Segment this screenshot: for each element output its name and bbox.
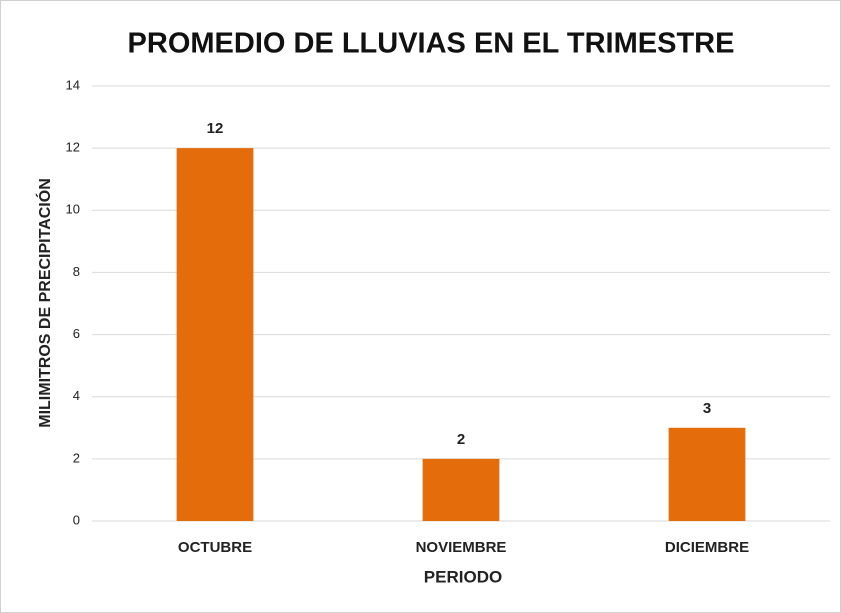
chart-title: PROMEDIO DE LLUVIAS EN EL TRIMESTRE xyxy=(128,28,735,60)
data-label: 3 xyxy=(703,400,711,417)
y-tick-label: 6 xyxy=(73,326,80,341)
y-tick-label: 4 xyxy=(73,388,80,403)
data-label: 2 xyxy=(457,431,465,448)
y-tick-label: 12 xyxy=(66,140,80,155)
bar xyxy=(176,148,254,521)
y-tick-label: 10 xyxy=(66,202,80,217)
x-tick-label: OCTUBRE xyxy=(178,539,252,556)
bar xyxy=(422,458,500,521)
x-axis-title: PERIODO xyxy=(424,567,502,586)
bar xyxy=(668,427,746,521)
x-tick-label: DICIEMBRE xyxy=(665,539,749,556)
y-tick-label: 14 xyxy=(66,77,80,92)
y-tick-label: 0 xyxy=(73,512,80,527)
x-tick-label: NOVIEMBRE xyxy=(416,539,507,556)
y-tick-label: 2 xyxy=(73,450,80,465)
y-axis-title: MILIMITROS DE PRECIPITACIÓN xyxy=(35,178,54,427)
data-label: 12 xyxy=(207,120,224,137)
y-tick-label: 8 xyxy=(73,264,80,279)
